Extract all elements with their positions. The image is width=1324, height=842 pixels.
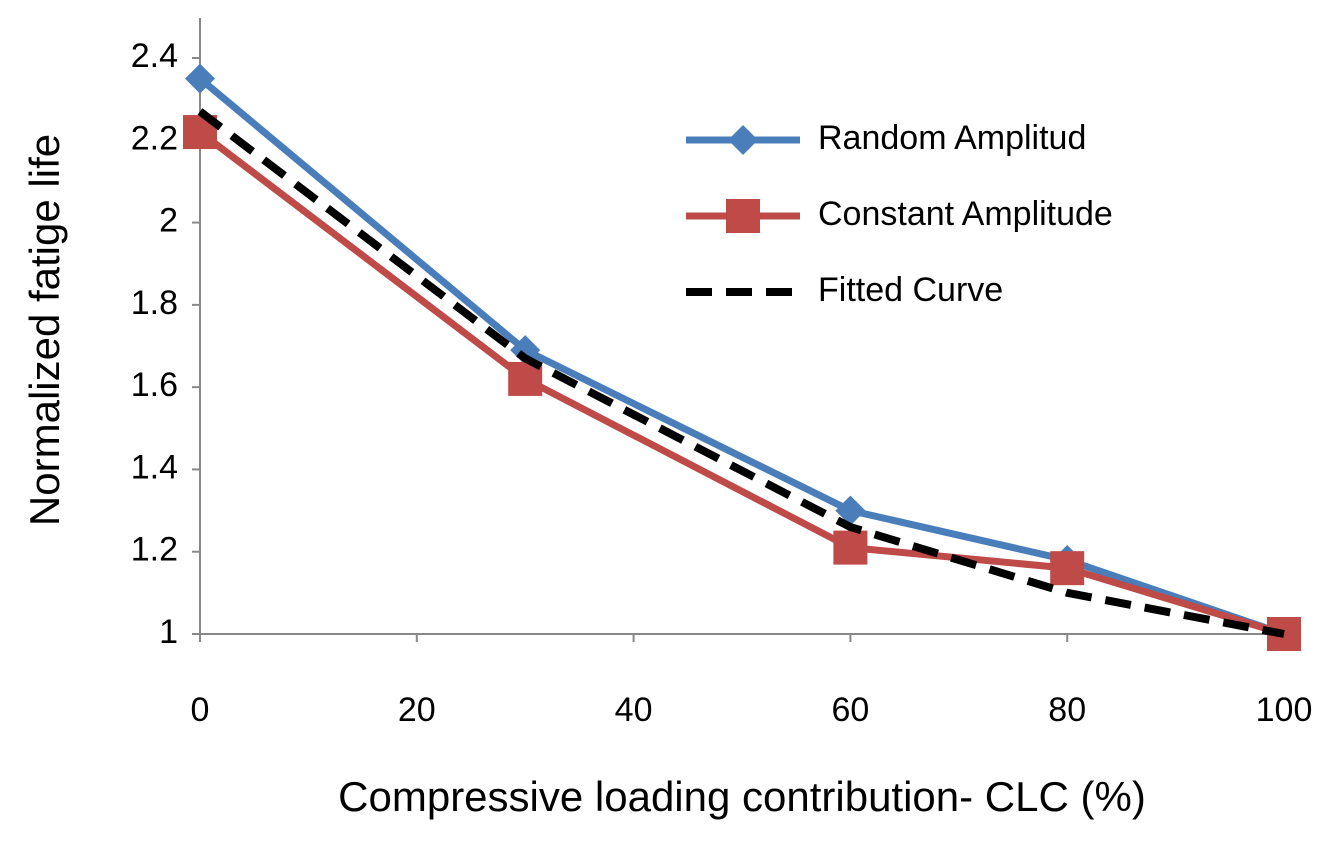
y-tick-label: 1.4 [131,448,178,486]
legend-label: Constant Amplitude [818,195,1113,233]
y-tick-label: 1.6 [131,366,178,404]
data-point [185,63,215,94]
data-point [1050,551,1085,586]
legend-label: Fitted Curve [818,271,1003,309]
legend-marker [726,199,760,233]
series-line [197,75,1286,638]
data-point [833,530,868,565]
x-tick-label: 60 [831,691,869,729]
x-tick-label: 0 [191,691,210,729]
y-tick-label: 2 [159,202,178,240]
y-tick-label: 2.4 [131,37,178,75]
x-tick-label: 80 [1048,691,1086,729]
y-tick-label: 1 [159,613,178,651]
y-tick-label: 2.2 [131,119,178,157]
x-tick-label: 100 [1256,691,1313,729]
y-tick-label: 1.2 [131,531,178,569]
legend-label: Random Amplitud [818,119,1086,157]
legend-marker [728,125,758,155]
x-tick-label: 20 [398,691,436,729]
x-axis-title: Compressive loading contribution- CLC (%… [338,773,1146,820]
series-line [197,108,1285,638]
x-tick-label: 40 [615,691,653,729]
y-tick-label: 1.8 [131,284,178,322]
y-axis-title: Normalized fatige life [21,134,68,526]
data-point [835,495,866,526]
